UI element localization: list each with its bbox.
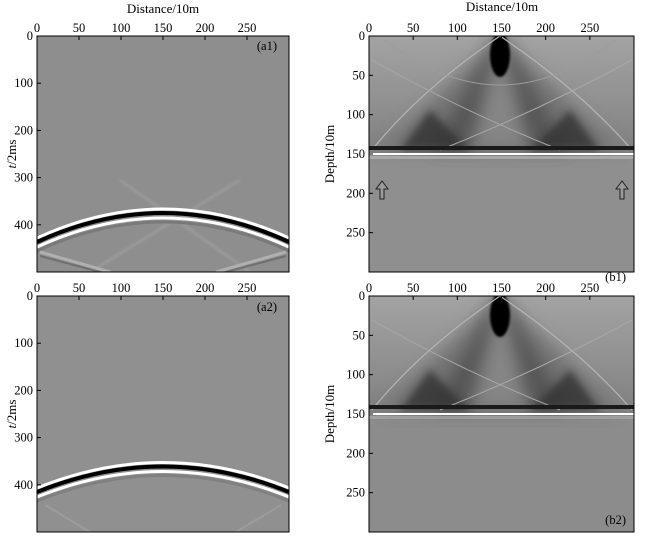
a1-y-axis-title: t/2ms (4, 140, 19, 169)
x-tick-label-a1: 0 (34, 21, 40, 35)
x-tick-label-a2: 100 (112, 281, 131, 295)
x-tick-label-a1: 250 (238, 21, 257, 35)
y-tick-label-a2: 400 (14, 478, 33, 492)
x-tick-label-b2: 150 (492, 281, 511, 295)
panel-b1-image (369, 36, 634, 159)
panel-a2-background (37, 296, 289, 532)
y-tick-label-b2: 50 (353, 328, 366, 342)
y-tick-label-a1: 100 (14, 76, 33, 90)
panel-a1: (a1) (36, 35, 290, 273)
x-tick-label-b2: 100 (448, 281, 467, 295)
x-tick-label-b2: 200 (536, 281, 555, 295)
x-axis-title-right: Distance/10m (466, 0, 538, 14)
b1-y-axis-title: Depth/10m (322, 125, 337, 184)
y-tick-label-b2: 200 (346, 446, 365, 460)
x-tick-label-a2: 250 (238, 281, 257, 295)
x-tick-label-b1: 100 (448, 21, 467, 35)
x-tick-label-a2: 0 (34, 281, 40, 295)
x-tick-label-a2: 50 (73, 281, 86, 295)
b2-y-axis-title: Depth/10m (322, 385, 337, 444)
a2-y-axis-title: t/2ms (4, 400, 19, 429)
y-tick-label-a2: 100 (14, 336, 33, 350)
panel-b2: (b2) (368, 295, 635, 533)
y-tick-label-a2: 300 (14, 431, 33, 445)
x-tick-label-b2: 0 (366, 281, 372, 295)
y-tick-label-b1: 200 (346, 186, 365, 200)
panel-a1-image (37, 178, 289, 272)
x-tick-label-b1: 200 (536, 21, 555, 35)
panel-a1-background (37, 36, 289, 272)
x-tick-label-a1: 200 (196, 21, 215, 35)
panel-b1: (b1) (368, 35, 635, 284)
x-tick-label-b1: 150 (492, 21, 511, 35)
x-axis-title-left: Distance/10m (127, 1, 199, 16)
y-tick-label-b1: 0 (359, 29, 365, 43)
y-tick-label-b2: 100 (346, 368, 365, 382)
x-tick-label-a2: 150 (154, 281, 173, 295)
x-tick-label-b2: 250 (580, 281, 599, 295)
y-tick-label-b1: 100 (346, 108, 365, 122)
panel-a2-image (37, 461, 289, 532)
x-tick-label-b1: 50 (407, 21, 420, 35)
y-tick-label-a2: 0 (27, 289, 33, 303)
panel-b2-label: (b2) (605, 513, 626, 527)
y-tick-label-b1: 250 (346, 226, 365, 240)
x-tick-label-a1: 100 (112, 21, 131, 35)
y-tick-label-b2: 0 (359, 289, 365, 303)
axis-ticks: 0 50 100 150 200 250 0 100 200 300 400 0 50 100 150 200… (14, 21, 599, 500)
y-tick-label-a1: 0 (27, 29, 33, 43)
y-tick-label-b1: 50 (353, 68, 366, 82)
y-tick-label-b2: 250 (346, 486, 365, 500)
x-tick-label-a2: 200 (196, 281, 215, 295)
panel-b1-label: (b1) (605, 270, 626, 284)
y-tick-label-a1: 200 (14, 123, 33, 137)
arrow-up-icon (375, 180, 389, 200)
y-tick-label-b1: 150 (346, 147, 365, 161)
y-tick-label-a1: 300 (14, 171, 33, 185)
y-tick-label-b2: 150 (346, 407, 365, 421)
x-tick-label-b2: 50 (407, 281, 420, 295)
x-tick-label-b1: 0 (366, 21, 372, 35)
x-tick-label-a1: 50 (73, 21, 86, 35)
panel-a1-label: (a1) (257, 39, 277, 53)
y-tick-label-a1: 400 (14, 218, 33, 232)
panel-a2: (a2) (36, 295, 290, 533)
y-tick-label-a2: 200 (14, 383, 33, 397)
x-tick-label-a1: 150 (154, 21, 173, 35)
panel-a2-label: (a2) (257, 300, 277, 314)
arrow-up-icon (615, 180, 629, 200)
x-tick-label-b1: 250 (580, 21, 599, 35)
panel-b2-image (369, 296, 634, 419)
